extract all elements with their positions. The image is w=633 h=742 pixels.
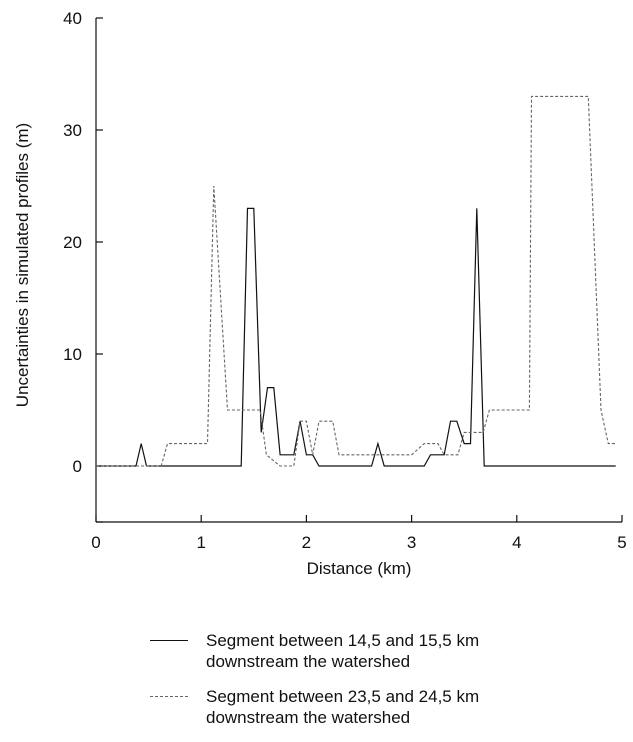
legend-swatch-dashed [150,696,188,697]
ticks: 0 10 20 30 40 0 1 2 3 4 5 [63,9,627,552]
x-tick-label: 0 [91,533,100,552]
series-line-1 [96,207,616,467]
y-tick-label: 0 [73,457,82,476]
x-tick-label: 2 [302,533,311,552]
chart-canvas: 0 10 20 30 40 0 1 2 3 4 5 Distance (km) Uncertaint… [13,9,627,578]
y-axis-label: Uncertainties in simulated profiles (m) [13,123,32,407]
legend-item-series-1: Segment between 14,5 and 15,5 km downstr… [150,630,620,682]
y-tick-label: 10 [63,345,82,364]
x-tick-label: 4 [512,533,521,552]
legend: Segment between 14,5 and 15,5 km downstr… [150,630,620,742]
y-tick-label: 30 [63,121,82,140]
series-line-2 [96,95,617,467]
x-tick-label: 1 [196,533,205,552]
series-lines [96,95,617,467]
x-axis-label: Distance (km) [307,559,412,578]
y-tick-label: 20 [63,233,82,252]
x-tick-label: 3 [407,533,416,552]
y-tick-label: 40 [63,9,82,28]
legend-label-series-1: Segment between 14,5 and 15,5 km downstr… [206,631,480,671]
legend-label-series-2: Segment between 23,5 and 24,5 km downstr… [206,687,480,727]
legend-swatch-solid [150,640,188,641]
axes [95,18,622,523]
x-tick-label: 5 [617,533,626,552]
legend-item-series-2: Segment between 23,5 and 24,5 km downstr… [150,686,620,738]
